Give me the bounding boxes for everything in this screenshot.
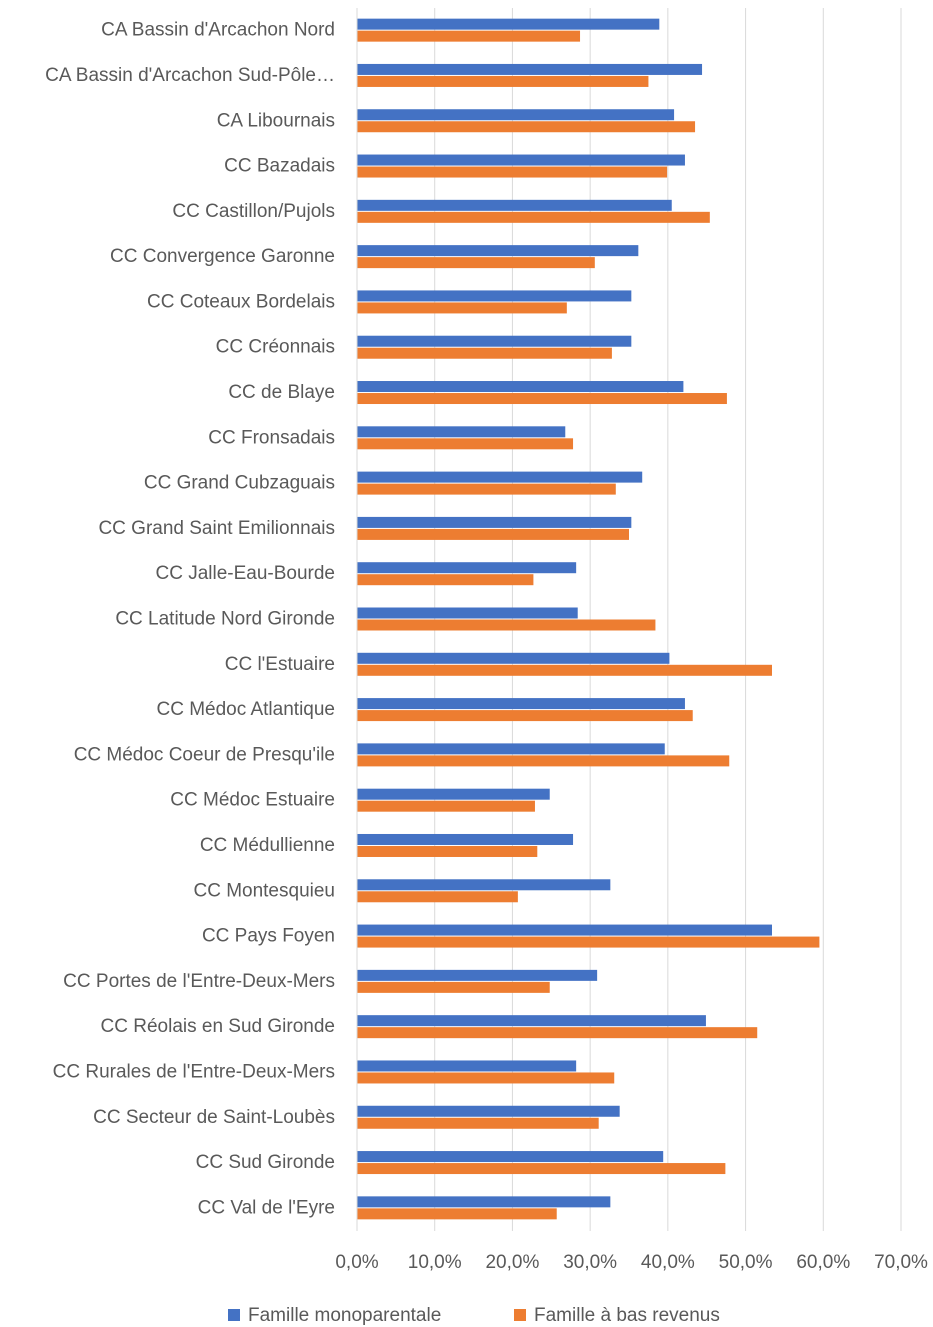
bar <box>357 1163 726 1175</box>
bar <box>357 1027 758 1039</box>
bar <box>357 528 629 540</box>
bar <box>357 743 665 755</box>
y-tick-label: CC Val de l'Eyre <box>198 1197 335 1218</box>
y-tick-label: CC Jalle-Eau-Bourde <box>155 563 335 584</box>
bar <box>357 302 567 314</box>
y-tick-label: CA Bassin d'Arcachon Sud-Pôle… <box>45 65 335 86</box>
bar <box>357 426 566 438</box>
bar <box>357 924 772 936</box>
y-tick-label: CC Convergence Garonne <box>110 246 335 267</box>
bar <box>357 755 730 767</box>
bar <box>357 438 574 450</box>
bar <box>357 290 632 302</box>
y-tick-label: CC Médoc Estuaire <box>170 790 335 811</box>
y-tick-label: CC Rurales de l'Entre-Deux-Mers <box>53 1061 335 1082</box>
y-tick-label: CC Castillon/Pujols <box>172 201 335 222</box>
bar <box>357 664 772 676</box>
bar <box>357 1196 611 1208</box>
bar <box>357 516 632 528</box>
bar <box>357 471 643 483</box>
bar <box>357 335 632 347</box>
bar <box>357 1117 599 1129</box>
bar <box>357 257 595 269</box>
bar <box>357 1072 615 1084</box>
bar <box>357 891 518 903</box>
y-tick-label: CA Bassin d'Arcachon Nord <box>101 20 335 41</box>
y-tick-label: CC Montesquieu <box>193 880 335 901</box>
bar <box>357 393 727 405</box>
y-tick-label: CC Sud Gironde <box>196 1152 335 1173</box>
bar <box>357 1208 557 1220</box>
legend-label: Famille monoparentale <box>248 1305 441 1326</box>
bar <box>357 574 534 586</box>
bar <box>357 245 639 257</box>
legend-swatch <box>228 1309 240 1321</box>
y-tick-label: CC Coteaux Bordelais <box>147 291 335 312</box>
x-tick-label: 30,0% <box>563 1252 617 1273</box>
bar <box>357 1105 620 1117</box>
bar <box>357 981 550 993</box>
bar <box>357 710 693 722</box>
y-tick-label: CC Grand Saint Emilionnais <box>98 518 335 539</box>
bar <box>357 1151 664 1163</box>
bar <box>357 75 649 87</box>
y-tick-label: CC Portes de l'Entre-Deux-Mers <box>63 971 335 992</box>
bar <box>357 879 611 891</box>
bar <box>357 63 703 75</box>
y-tick-label: CC Grand Cubzaguais <box>144 473 335 494</box>
y-tick-label: CC Médoc Atlantique <box>157 699 336 720</box>
bar <box>357 607 578 619</box>
x-tick-label: 40,0% <box>641 1252 695 1273</box>
bar <box>357 121 696 133</box>
y-tick-label: CC Bazadais <box>224 156 335 177</box>
y-tick-label: CC Créonnais <box>216 337 335 358</box>
bar <box>357 969 598 981</box>
y-tick-label: CC de Blaye <box>228 382 335 403</box>
bar <box>357 1015 706 1027</box>
bar <box>357 788 550 800</box>
bar <box>357 30 581 42</box>
bar <box>357 652 670 664</box>
bar <box>357 562 577 574</box>
legend-label: Famille à bas revenus <box>534 1305 720 1326</box>
y-tick-label: CC Pays Foyen <box>202 926 335 947</box>
x-tick-label: 50,0% <box>719 1252 773 1273</box>
y-tick-label: CC Réolais en Sud Gironde <box>101 1016 335 1037</box>
y-tick-label: CC l'Estuaire <box>225 654 335 675</box>
bar <box>357 483 616 495</box>
x-tick-label: 70,0% <box>874 1252 928 1273</box>
bar <box>357 619 656 631</box>
y-tick-label: CC Latitude Nord Gironde <box>115 609 335 630</box>
y-tick-label: CC Médullienne <box>200 835 335 856</box>
bar <box>357 154 685 166</box>
y-tick-label: CC Fronsadais <box>208 427 335 448</box>
bar <box>357 18 660 30</box>
y-tick-label: CA Libournais <box>217 110 335 131</box>
x-tick-label: 60,0% <box>796 1252 850 1273</box>
bar <box>357 698 685 710</box>
legend-swatch <box>514 1309 526 1321</box>
x-tick-label: 0,0% <box>335 1252 378 1273</box>
bar <box>357 211 710 223</box>
bar <box>357 800 535 812</box>
bar <box>357 109 675 121</box>
x-tick-label: 20,0% <box>485 1252 539 1273</box>
bar <box>357 845 538 857</box>
bar <box>357 166 668 178</box>
bar <box>357 1060 577 1072</box>
bar <box>357 833 574 845</box>
y-tick-label: CC Secteur de Saint-Loubès <box>93 1107 335 1128</box>
bar <box>357 381 684 393</box>
y-tick-label: CC Médoc Coeur de Presqu'ile <box>74 744 335 765</box>
bar <box>357 199 672 211</box>
bar <box>357 936 820 948</box>
x-tick-label: 10,0% <box>408 1252 462 1273</box>
bar <box>357 347 612 359</box>
